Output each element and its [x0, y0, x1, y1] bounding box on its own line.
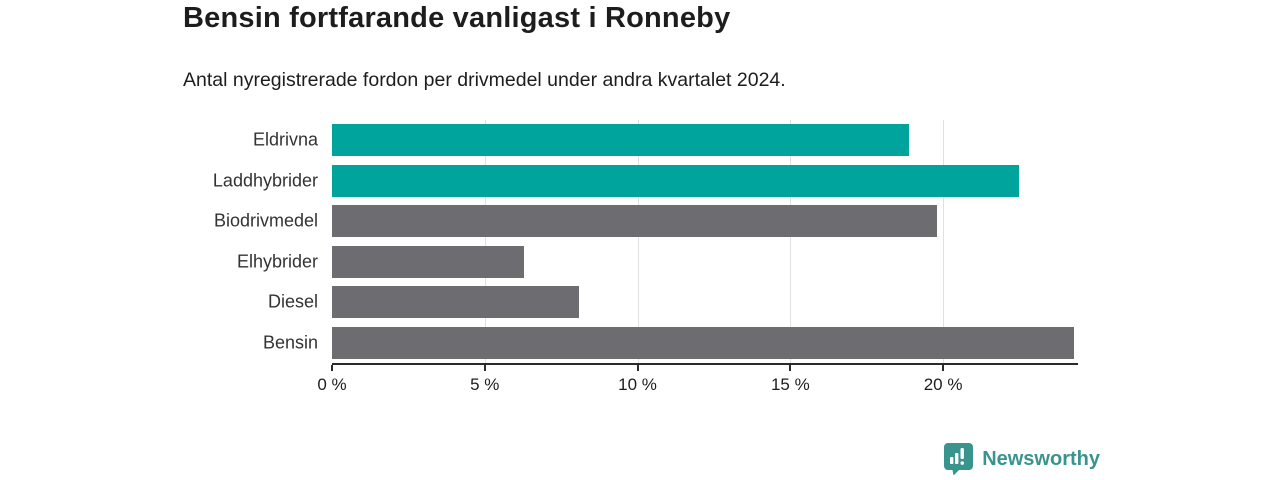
category-label-diesel: Diesel [267, 291, 318, 312]
newsworthy-logo-icon [944, 443, 974, 476]
plot-area [332, 120, 1076, 363]
tick-mark-10 [636, 365, 639, 371]
gridline-20 [943, 120, 945, 363]
category-label-bensin: Bensin [262, 332, 318, 353]
gridline-10 [637, 120, 639, 363]
bar-biodrivmedel [332, 205, 937, 238]
chart-subtitle: Antal nyregistrerade fordon per drivmede… [183, 69, 786, 91]
bar-eldrivna [332, 124, 910, 157]
chart-title: Bensin fortfarande vanligast i Ronneby [183, 2, 731, 34]
bar-elhybrider [332, 245, 525, 278]
tick-label-10: 10 % [618, 375, 657, 394]
tick-label-0: 0 % [317, 375, 347, 394]
gridline-5 [484, 120, 486, 363]
brand-name: Newsworthy [982, 447, 1100, 470]
brand-footer: Newsworthy [943, 442, 1100, 476]
tick-mark-5 [483, 365, 486, 371]
category-label-eldrivna: Eldrivna [252, 129, 318, 150]
category-label-laddhybrider: Laddhybrider [212, 170, 318, 191]
bar-bensin [332, 326, 1075, 359]
bar-laddhybrider [332, 164, 1020, 197]
tick-label-5: 5 % [470, 375, 500, 394]
category-label-elhybrider: Elhybrider [236, 251, 318, 272]
tick-mark-15 [789, 365, 792, 371]
tick-mark-0 [331, 365, 333, 371]
gridline-15 [790, 120, 792, 363]
tick-label-15: 15 % [770, 375, 810, 394]
tick-label-20: 20 % [923, 375, 963, 394]
category-label-biodrivmedel: Biodrivmedel [213, 210, 318, 231]
bar-diesel [332, 286, 580, 319]
x-axis-line [332, 363, 1078, 365]
tick-mark-20 [942, 365, 945, 371]
